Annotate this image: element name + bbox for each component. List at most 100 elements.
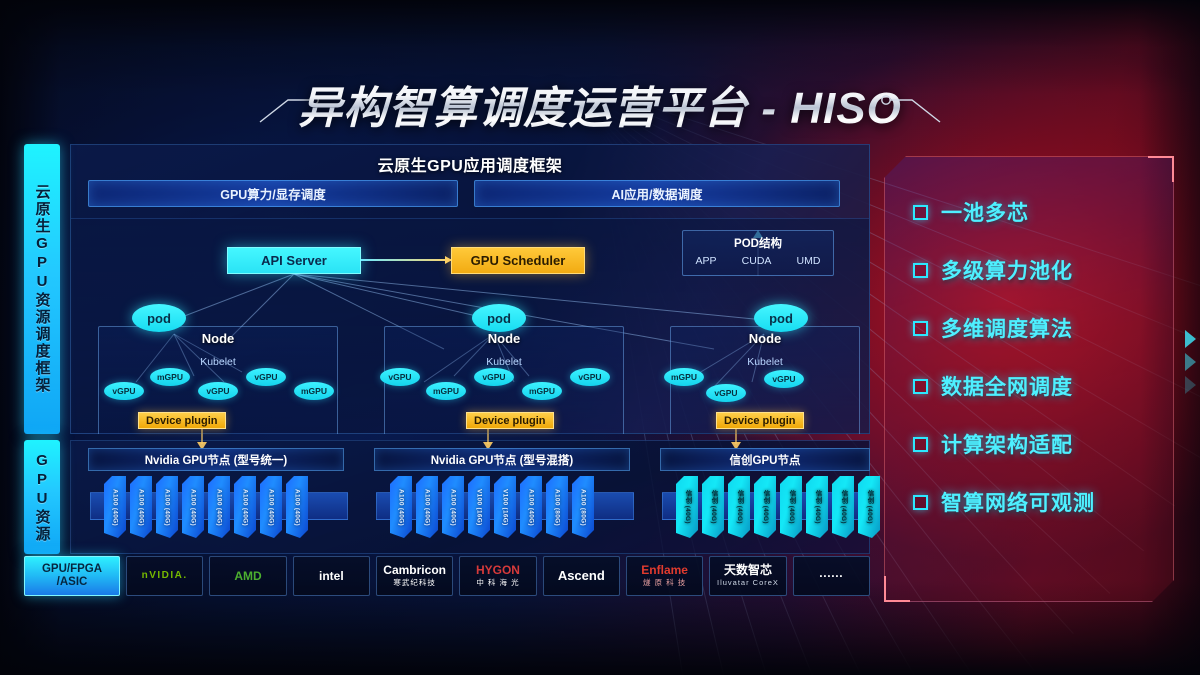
mgpu-pill[interactable]: mGPU xyxy=(664,368,704,386)
vendor-logo-ascend[interactable]: Ascend xyxy=(542,556,620,596)
checkbox-icon[interactable] xyxy=(913,263,928,278)
gpu-card[interactable]: A100 (80G) xyxy=(546,476,568,538)
feature-label: 智算网络可观测 xyxy=(941,492,1095,515)
vgpu-pill[interactable]: vGPU xyxy=(104,382,144,400)
feature-item-2[interactable]: 多级算力池化 xyxy=(913,241,1173,299)
pod-badge[interactable]: pod xyxy=(472,304,526,332)
gpu-card[interactable]: V100 (16G) xyxy=(468,476,490,538)
feature-label: 多维调度算法 xyxy=(941,318,1073,341)
panel-corner-top-right xyxy=(1148,156,1174,182)
gpu-card[interactable]: A100 (40G) xyxy=(286,476,308,538)
vgpu-pill[interactable]: vGPU xyxy=(246,368,286,386)
pod-struct-item-app: APP xyxy=(695,255,717,267)
gpu-card[interactable]: A100 (80G) xyxy=(572,476,594,538)
vendor-brand-text: Enflame 燧 原 科 技 xyxy=(641,562,688,587)
gpu-card-label: A100 (40G) xyxy=(293,488,301,526)
gpu-card[interactable]: A100 (40G) xyxy=(234,476,256,538)
vendor-logo-enflame[interactable]: Enflame 燧 原 科 技 xyxy=(625,556,704,596)
device-plugin-tag[interactable]: Device plugin xyxy=(138,412,226,429)
gpu-card[interactable]: V100 (16G) xyxy=(494,476,516,538)
gpu-card[interactable]: A100 (40G) xyxy=(416,476,438,538)
gpu-card[interactable]: 信创 (40G) xyxy=(702,476,724,538)
checkbox-icon[interactable] xyxy=(913,437,928,452)
device-plugin-tag[interactable]: Device plugin xyxy=(716,412,804,429)
vendor-logo-iluvatar-corex[interactable]: 天数智芯 Iluvatar CoreX xyxy=(709,556,787,596)
gpu-card-label: V100 (16G) xyxy=(501,488,509,526)
gpu-card[interactable]: 信创 (40G) xyxy=(832,476,854,538)
vendor-logo-hygon[interactable]: HYGON 中 科 海 光 xyxy=(459,556,537,596)
feature-item-4[interactable]: 数据全网调度 xyxy=(913,357,1173,415)
pod-struct-item-umd: UMD xyxy=(796,255,821,267)
device-plugin-tag[interactable]: Device plugin xyxy=(466,412,554,429)
gpu-card[interactable]: A100 (40G) xyxy=(208,476,230,538)
vendor-logo-amd[interactable]: AMD xyxy=(209,556,287,596)
kubelet-label: Kubelet xyxy=(200,356,236,368)
vgpu-pill[interactable]: vGPU xyxy=(764,370,804,388)
feature-item-3[interactable]: 多维调度算法 xyxy=(913,299,1173,357)
gpu-card[interactable]: 信创 (40G) xyxy=(780,476,802,538)
vendor-logo-more[interactable]: ······ xyxy=(792,556,870,596)
vendor-logo-gpu-fpga-asic[interactable]: GPU/FPGA/ASIC xyxy=(24,556,120,596)
pod-badge[interactable]: pod xyxy=(132,304,186,332)
checkbox-icon[interactable] xyxy=(913,379,928,394)
feature-item-5[interactable]: 计算架构适配 xyxy=(913,415,1173,473)
gpu-card[interactable]: A100 (40G) xyxy=(130,476,152,538)
vgpu-pill[interactable]: vGPU xyxy=(474,368,514,386)
vgpu-pill[interactable]: vGPU xyxy=(198,382,238,400)
gpu-card[interactable]: A100 (40G) xyxy=(104,476,126,538)
gpu-card[interactable]: A100 (40G) xyxy=(260,476,282,538)
gpu-card-label: A100 (40G) xyxy=(423,488,431,526)
features-list: 一池多芯 多级算力池化多维调度算法数据全网调度 计算架构适配智算网络可观测 xyxy=(885,157,1173,601)
mgpu-pill[interactable]: mGPU xyxy=(294,382,334,400)
gpu-card[interactable]: A100 (40G) xyxy=(156,476,178,538)
gpu-card[interactable]: A100 (40G) xyxy=(390,476,412,538)
gpu-card[interactable]: A100 (40G) xyxy=(182,476,204,538)
feature-item-1[interactable]: 一池多芯 xyxy=(913,183,1173,241)
node-group-1: pod Node Kubelet vGPU mGPU vGPU vGPU mGP… xyxy=(88,304,348,434)
mgpu-pill[interactable]: mGPU xyxy=(426,382,466,400)
vendor-logo-intel[interactable]: intel xyxy=(292,556,370,596)
api-server-box[interactable]: API Server xyxy=(227,247,361,274)
gpu-card-label: 信创 (40G) xyxy=(840,490,847,524)
gpu-card-label: A100 (40G) xyxy=(137,488,145,526)
gpu-card-label: A100 (40G) xyxy=(241,488,249,526)
gpu-node-bar-xinchuang[interactable]: 信创GPU节点 xyxy=(660,448,870,471)
checkbox-icon[interactable] xyxy=(913,205,928,220)
sidebar-label-resources: GPU资源 xyxy=(24,440,60,554)
vgpu-pill[interactable]: vGPU xyxy=(380,368,420,386)
gpu-card-label: 信创 (40G) xyxy=(684,490,691,524)
vendor-label: GPU/FPGA/ASIC xyxy=(41,563,103,588)
vendor-logo-cambricon[interactable]: Cambricon 寒武纪科技 xyxy=(375,556,454,596)
checkbox-icon[interactable] xyxy=(913,495,928,510)
gpu-card[interactable]: 信创 (40G) xyxy=(728,476,750,538)
mgpu-pill[interactable]: mGPU xyxy=(150,368,190,386)
gpu-scheduler-box[interactable]: GPU Scheduler xyxy=(451,247,585,274)
gpu-card[interactable]: 信创 (40G) xyxy=(676,476,698,538)
pod-badge[interactable]: pod xyxy=(754,304,808,332)
top-bar-ai-data-scheduling[interactable]: AI应用/数据调度 xyxy=(474,180,840,207)
gpu-card[interactable]: 信创 (40G) xyxy=(806,476,828,538)
vendor-brand-text: ······ xyxy=(819,569,844,583)
vgpu-pill[interactable]: vGPU xyxy=(706,384,746,402)
kubelet-label: Kubelet xyxy=(486,356,522,368)
gpu-node-bar-nvidia-mixed[interactable]: Nvidia GPU节点 (型号混搭) xyxy=(374,448,630,471)
gpu-card[interactable]: A100 (40G) xyxy=(520,476,542,538)
slide-title-area: 异构智算调度运营平台 - HISO xyxy=(0,72,1200,134)
gpu-card[interactable]: 信创 (40G) xyxy=(754,476,776,538)
mgpu-pill[interactable]: mGPU xyxy=(522,382,562,400)
chevron-right-icon xyxy=(1185,330,1196,399)
vendor-brand-text: Ascend xyxy=(557,568,605,583)
page-title: 异构智算调度运营平台 - HISO xyxy=(298,72,902,136)
gpu-card[interactable]: A100 (40G) xyxy=(442,476,464,538)
vendor-logo-nvidia[interactable]: nVIDIA. xyxy=(126,556,204,596)
checkbox-icon[interactable] xyxy=(913,321,928,336)
feature-item-6[interactable]: 智算网络可观测 xyxy=(913,473,1173,531)
node-label: Node xyxy=(487,331,521,346)
top-bar-compute-scheduling[interactable]: GPU算力/显存调度 xyxy=(88,180,458,207)
gpu-card-label: A100 (80G) xyxy=(553,488,561,526)
gpu-card-label: A100 (40G) xyxy=(215,488,223,526)
gpu-card[interactable]: 信创 (40G) xyxy=(858,476,880,538)
vgpu-pill[interactable]: vGPU xyxy=(570,368,610,386)
title-decoration-left-icon xyxy=(259,95,319,123)
gpu-node-bar-nvidia-uniform[interactable]: Nvidia GPU节点 (型号统一) xyxy=(88,448,344,471)
